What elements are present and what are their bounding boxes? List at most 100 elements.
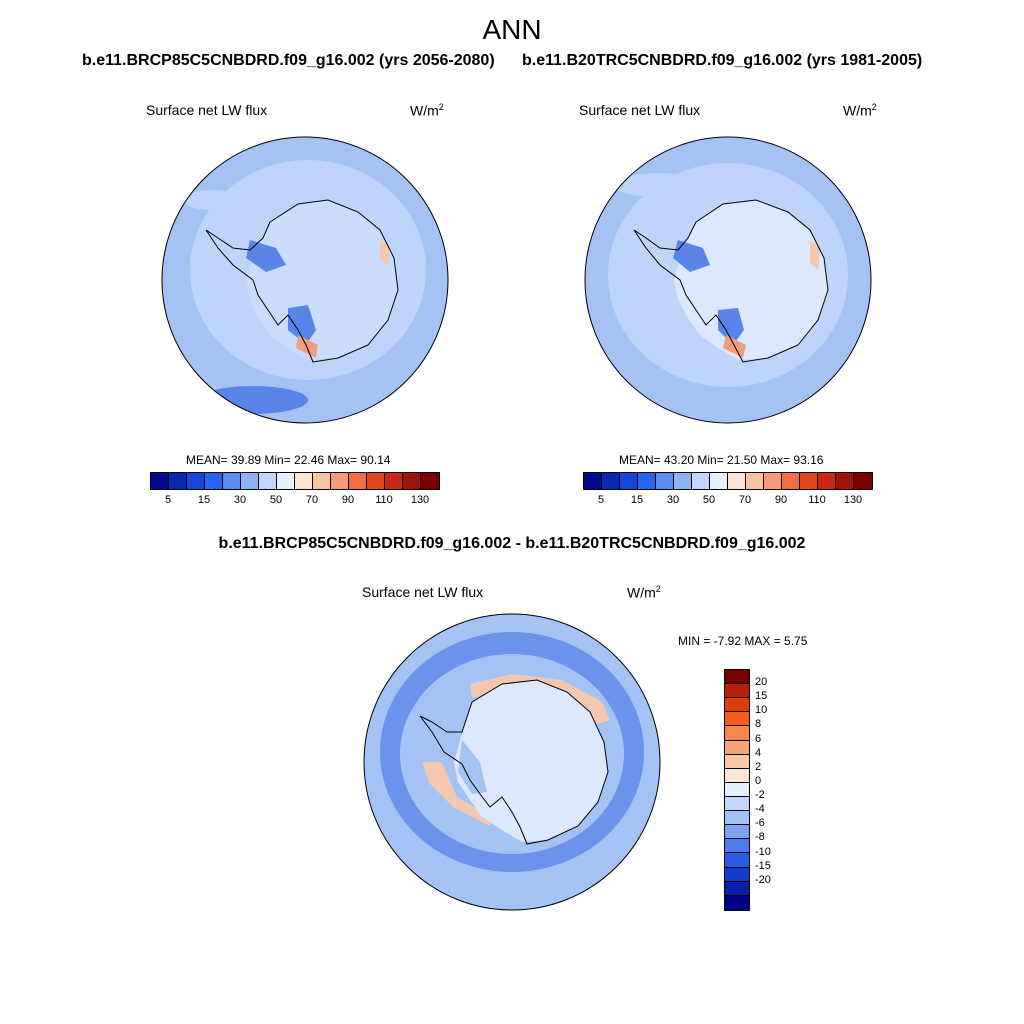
colorbar-swatch bbox=[725, 740, 749, 755]
colorbar-swatch bbox=[223, 473, 241, 489]
colorbar-swatch bbox=[692, 473, 710, 489]
colorbar-tick-label: 5 bbox=[597, 494, 605, 506]
colorbar-swatch bbox=[725, 881, 749, 896]
colorbar-swatch bbox=[836, 473, 854, 489]
coastline bbox=[633, 199, 829, 363]
colorbar-tick-label: -15 bbox=[755, 859, 771, 872]
colorbar-swatch bbox=[187, 473, 205, 489]
colorbar-tick-label: 10 bbox=[755, 704, 768, 717]
colorbar-swatch bbox=[725, 811, 749, 826]
colorbar-tick-label: 130 bbox=[410, 494, 430, 506]
colorbar-swatch bbox=[725, 754, 749, 769]
colorbar-swatch bbox=[746, 473, 764, 489]
colorbar-swatch bbox=[725, 796, 749, 812]
right-polar-map bbox=[584, 136, 872, 424]
colorbar-swatch bbox=[818, 473, 836, 489]
colorbar-tick-label: 6 bbox=[755, 732, 762, 745]
east-warm-patch bbox=[810, 240, 820, 270]
colorbar-swatch bbox=[725, 726, 749, 741]
colorbar-tick-label: 90 bbox=[341, 494, 355, 506]
ross-dark-patch bbox=[288, 305, 316, 345]
colorbar-swatch bbox=[710, 473, 728, 489]
colorbar-swatch bbox=[725, 853, 749, 868]
diff-colorbar-ticks: 20 15 10 8 6 4 2 0 -2 -4 -6 -8 -10 -15 -20 bbox=[755, 669, 795, 909]
ross-dark-patch bbox=[718, 308, 744, 345]
colorbar-swatch bbox=[725, 768, 749, 783]
warm-arc-west bbox=[422, 762, 492, 826]
colorbar-tick-label: 110 bbox=[808, 494, 826, 506]
colorbar-swatch bbox=[725, 839, 749, 854]
right-colorbar-ticks: 5 15 30 50 70 90 110 130 bbox=[583, 494, 871, 508]
colorbar-swatch bbox=[259, 473, 277, 489]
colorbar-tick-label: 30 bbox=[233, 494, 247, 506]
colorbar-swatch bbox=[725, 670, 749, 685]
antarctic-ice-field bbox=[674, 200, 828, 360]
east-warm-patch bbox=[380, 240, 390, 265]
colorbar-tick-label: 90 bbox=[774, 494, 788, 506]
colorbar-tick-label: 5 bbox=[164, 494, 172, 506]
colorbar-swatch bbox=[331, 473, 349, 489]
colorbar-tick-label: 110 bbox=[375, 494, 393, 506]
colorbar-tick-label: -2 bbox=[755, 789, 765, 802]
colorbar-swatch bbox=[674, 473, 692, 489]
coastline bbox=[205, 199, 399, 363]
left-colorbar-ticks: 5 15 30 50 70 90 110 130 bbox=[150, 494, 438, 508]
colorbar-tick-label: 50 bbox=[269, 494, 283, 506]
right-case-title: b.e11.B20TRC5CNBDRD.f09_g16.002 (yrs 198… bbox=[522, 52, 923, 69]
colorbar-tick-label: 50 bbox=[702, 494, 716, 506]
colorbar-tick-label: 4 bbox=[755, 746, 762, 759]
left-polar-map bbox=[161, 136, 449, 424]
colorbar-swatch bbox=[403, 473, 421, 489]
colorbar-tick-label: 30 bbox=[666, 494, 680, 506]
colorbar-tick-label: 70 bbox=[305, 494, 319, 506]
colorbar-tick-label: -20 bbox=[755, 873, 771, 886]
left-variable-label: Surface net LW flux bbox=[146, 102, 268, 118]
colorbar-swatch bbox=[277, 473, 295, 489]
right-units-label: W/m2 bbox=[843, 102, 877, 119]
colorbar-swatch bbox=[782, 473, 800, 489]
colorbar-tick-label: -4 bbox=[755, 803, 765, 816]
colorbar-swatch bbox=[725, 782, 749, 797]
map-border bbox=[161, 136, 449, 424]
diff-stats: MIN = -7.92 MAX = 5.75 bbox=[678, 634, 808, 648]
colorbar-tick-label: 8 bbox=[755, 718, 762, 731]
diff-colorbar bbox=[724, 669, 750, 911]
colorbar-swatch bbox=[349, 473, 367, 489]
figure-title: ANN bbox=[482, 14, 542, 45]
colorbar-swatch bbox=[725, 684, 749, 699]
colorbar-swatch bbox=[725, 698, 749, 713]
colorbar-swatch bbox=[313, 473, 331, 489]
colorbar-tick-label: 20 bbox=[755, 676, 768, 689]
antarctic-ice-field bbox=[454, 680, 608, 842]
colorbar-swatch bbox=[764, 473, 782, 489]
colorbar-swatch bbox=[725, 712, 749, 727]
colorbar-tick-label: 15 bbox=[197, 494, 211, 506]
colorbar-swatch bbox=[205, 473, 223, 489]
colorbar-tick-label: 15 bbox=[755, 690, 768, 703]
right-stats: MEAN= 43.20 Min= 21.50 Max= 93.16 bbox=[619, 453, 824, 467]
colorbar-tick-label: 15 bbox=[630, 494, 644, 506]
colorbar-swatch bbox=[854, 473, 872, 489]
colorbar-tick-label: -10 bbox=[755, 845, 771, 858]
left-units-label: W/m2 bbox=[410, 102, 444, 119]
colorbar-swatch bbox=[728, 473, 746, 489]
coastline bbox=[419, 679, 609, 845]
left-colorbar bbox=[150, 472, 440, 490]
ocean-light-patch bbox=[613, 173, 703, 197]
right-colorbar bbox=[583, 472, 873, 490]
antarctic-ice-field bbox=[246, 200, 398, 360]
left-case-title: b.e11.BRCP85C5CNBDRD.f09_g16.002 (yrs 20… bbox=[82, 52, 495, 69]
colorbar-swatch bbox=[725, 867, 749, 882]
colorbar-swatch bbox=[421, 473, 439, 489]
difference-polar-map bbox=[363, 613, 661, 911]
dark-flux-patch bbox=[673, 240, 710, 272]
colorbar-swatch bbox=[800, 473, 818, 489]
colorbar-tick-label: 0 bbox=[755, 774, 762, 787]
colorbar-tick-label: -6 bbox=[755, 817, 765, 830]
colorbar-swatch bbox=[169, 473, 187, 489]
map-border bbox=[363, 613, 661, 911]
dark-flux-patch bbox=[246, 240, 286, 272]
colorbar-swatch bbox=[602, 473, 620, 489]
colorbar-swatch bbox=[725, 895, 749, 910]
difference-title: b.e11.BRCP85C5CNBDRD.f09_g16.002 - b.e11… bbox=[218, 535, 806, 552]
